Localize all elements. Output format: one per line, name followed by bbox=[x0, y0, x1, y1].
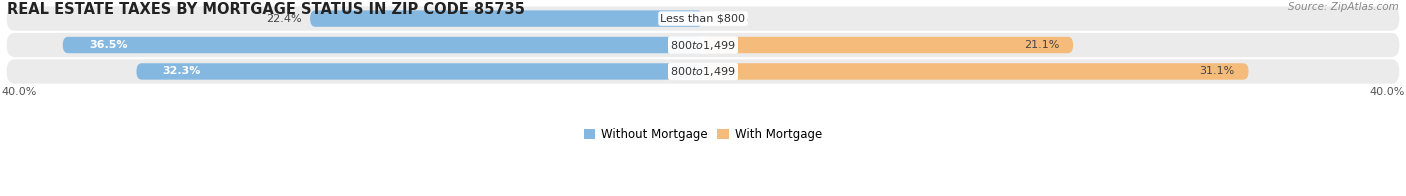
Text: 31.1%: 31.1% bbox=[1199, 66, 1234, 76]
FancyBboxPatch shape bbox=[311, 10, 703, 27]
Text: $800 to $1,499: $800 to $1,499 bbox=[671, 65, 735, 78]
Text: $800 to $1,499: $800 to $1,499 bbox=[671, 39, 735, 52]
FancyBboxPatch shape bbox=[703, 63, 1249, 80]
FancyBboxPatch shape bbox=[7, 6, 1399, 31]
Text: 40.0%: 40.0% bbox=[1369, 87, 1405, 97]
Text: 0.0%: 0.0% bbox=[720, 14, 749, 24]
Text: 40.0%: 40.0% bbox=[1, 87, 37, 97]
Legend: Without Mortgage, With Mortgage: Without Mortgage, With Mortgage bbox=[579, 123, 827, 146]
Text: 32.3%: 32.3% bbox=[163, 66, 201, 76]
Text: REAL ESTATE TAXES BY MORTGAGE STATUS IN ZIP CODE 85735: REAL ESTATE TAXES BY MORTGAGE STATUS IN … bbox=[7, 2, 524, 17]
Text: 21.1%: 21.1% bbox=[1024, 40, 1059, 50]
FancyBboxPatch shape bbox=[136, 63, 703, 80]
FancyBboxPatch shape bbox=[703, 37, 1073, 53]
Text: 36.5%: 36.5% bbox=[89, 40, 128, 50]
Text: Less than $800: Less than $800 bbox=[661, 14, 745, 24]
FancyBboxPatch shape bbox=[7, 33, 1399, 57]
FancyBboxPatch shape bbox=[7, 59, 1399, 84]
Text: 22.4%: 22.4% bbox=[266, 14, 301, 24]
Text: Source: ZipAtlas.com: Source: ZipAtlas.com bbox=[1288, 2, 1399, 12]
FancyBboxPatch shape bbox=[63, 37, 703, 53]
